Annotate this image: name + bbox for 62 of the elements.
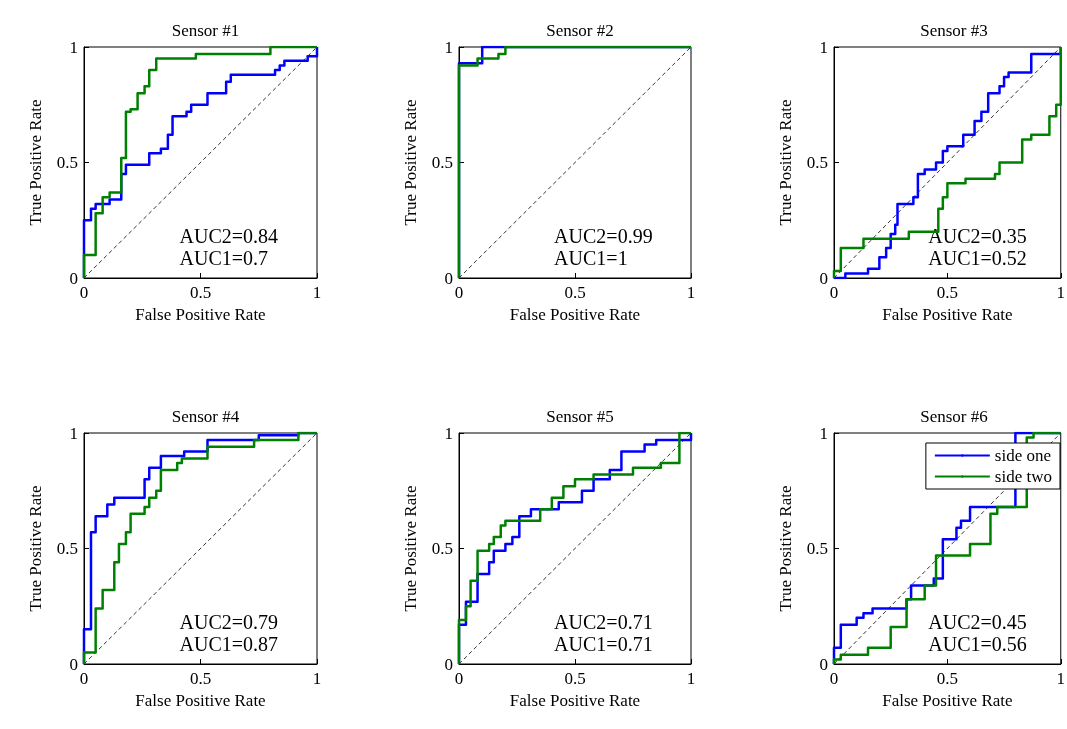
x-tick-label: 1 (686, 669, 696, 688)
annotation: AUC1=0.52 (928, 247, 1027, 269)
x-axis-title: False Positive Rate (135, 690, 266, 710)
x-tick-label: 0.5 (564, 669, 586, 688)
annotation: AUC1=1 (554, 247, 628, 269)
x-axis-title: False Positive Rate (135, 304, 266, 324)
y-axis-title: True Positive Rate (401, 485, 420, 612)
y-tick-label: 1 (444, 37, 453, 57)
x-axis-title: False Positive Rate (882, 690, 1013, 710)
x-tick-label: 0.5 (189, 283, 212, 302)
y-tick-label: 0.5 (56, 539, 78, 558)
x-tick-label: 1 (1056, 669, 1065, 688)
y-tick-label: 0.5 (56, 153, 78, 172)
annotation: AUC2=0.71 (554, 611, 653, 633)
x-axis-title: False Positive Rate (509, 304, 641, 324)
y-tick-label: 1 (444, 423, 453, 443)
x-tick-label: 0.5 (936, 669, 958, 688)
y-tick-label: 0 (444, 268, 453, 288)
y-tick-label: 0.5 (431, 539, 453, 558)
x-tick-label: 0.5 (564, 283, 586, 302)
chart-title: Sensor #1 (171, 21, 240, 40)
chart-title: Sensor #3 (920, 21, 988, 40)
x-tick-label: 1 (686, 283, 696, 302)
x-tick-label: 0.5 (936, 283, 958, 302)
x-tick-label: 0.5 (189, 669, 212, 688)
chart-title: Sensor #5 (546, 407, 614, 426)
y-tick-label: 0 (819, 268, 828, 288)
annotation: AUC1=0.87 (179, 633, 279, 655)
annotation: AUC2=0.35 (928, 225, 1027, 247)
y-axis-title: True Positive Rate (26, 99, 45, 226)
y-tick-label: 1 (819, 423, 828, 443)
x-tick-label: 1 (1056, 283, 1065, 302)
x-axis-title: False Positive Rate (509, 690, 641, 710)
y-axis-title: True Positive Rate (776, 99, 795, 226)
y-tick-label: 1 (69, 423, 78, 443)
y-tick-label: 0 (819, 654, 828, 674)
y-tick-label: 0.5 (806, 539, 828, 558)
chart-title: Sensor #4 (171, 407, 240, 426)
x-tick-label: 1 (312, 283, 322, 302)
annotation: AUC2=0.84 (179, 225, 279, 247)
y-tick-label: 0 (444, 654, 453, 674)
annotation: AUC1=0.56 (928, 633, 1027, 655)
y-tick-label: 1 (69, 37, 78, 57)
chart-title: Sensor #2 (546, 21, 614, 40)
chart-title: Sensor #6 (920, 407, 988, 426)
y-axis-title: True Positive Rate (401, 99, 420, 226)
legend-label: side two (994, 467, 1053, 486)
x-tick-label: 1 (312, 669, 322, 688)
y-tick-label: 1 (819, 37, 828, 57)
y-tick-label: 0.5 (431, 153, 453, 172)
annotation: AUC1=0.71 (554, 633, 653, 655)
y-axis-title: True Positive Rate (776, 485, 795, 612)
annotation: AUC2=0.45 (928, 611, 1027, 633)
legend-label: side one (994, 446, 1052, 465)
x-axis-title: False Positive Rate (882, 304, 1013, 324)
annotation: AUC1=0.7 (179, 247, 269, 269)
y-tick-label: 0 (69, 654, 78, 674)
annotation: AUC2=0.99 (554, 225, 653, 247)
y-axis-title: True Positive Rate (26, 485, 45, 612)
y-tick-label: 0 (69, 268, 78, 288)
annotation: AUC2=0.79 (179, 611, 279, 633)
y-tick-label: 0.5 (806, 153, 828, 172)
